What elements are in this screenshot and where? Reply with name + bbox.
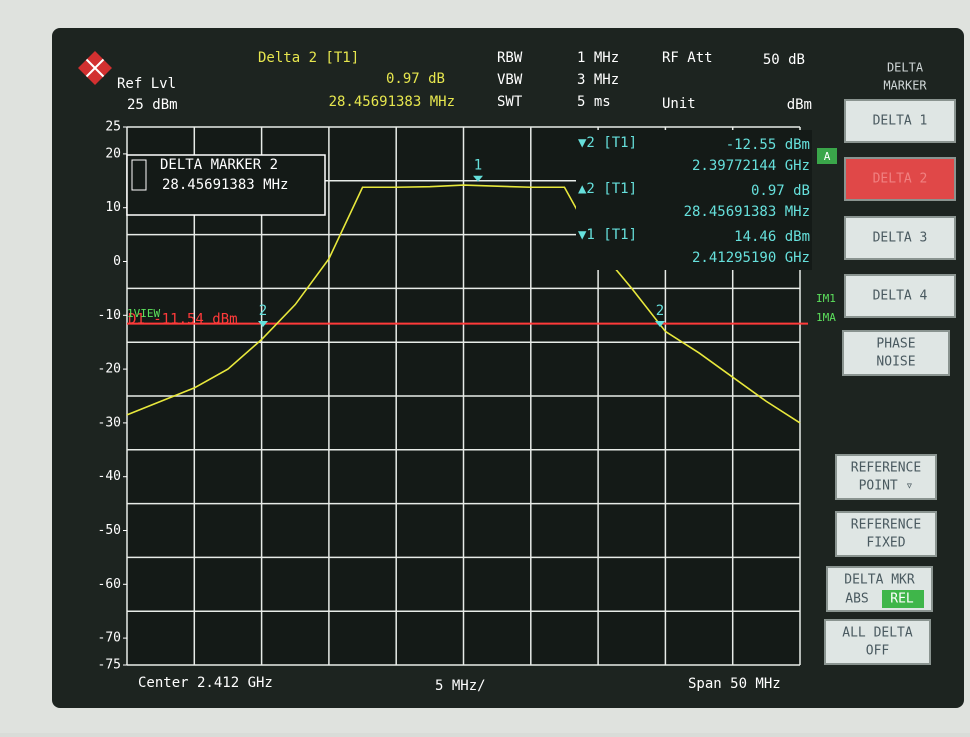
ref-label: Ref Lvl	[117, 76, 176, 92]
ma-label: 1MA	[816, 311, 836, 324]
marker-number: 2	[259, 303, 267, 319]
marker-box-icon	[131, 159, 147, 191]
y-tick-label: -40	[98, 469, 121, 484]
readout-level: -12.55 dBm	[726, 137, 810, 153]
readout-freq: 2.41295190 GHz	[692, 250, 810, 266]
softkey-label: DELTA 1	[873, 114, 928, 129]
softkey-label: PHASE	[876, 337, 915, 352]
softkey-label: NOISE	[876, 355, 915, 370]
y-tick-label: 0	[113, 254, 121, 269]
softkey-label: FIXED	[866, 536, 905, 551]
readout-marker: ▼2 [T1]	[578, 135, 637, 151]
marker-box-title: DELTA MARKER 2	[160, 157, 278, 173]
readout-bg	[576, 130, 812, 270]
softkey-label: REFERENCE	[851, 518, 921, 533]
softkey-label: ALL DELTA	[842, 626, 913, 641]
softkey[interactable]	[844, 274, 956, 318]
softkey-label: POINT ▿	[859, 479, 914, 494]
marker-freq: 28.45691383 MHz	[329, 94, 455, 110]
marker-number: 1	[474, 158, 482, 174]
softkey[interactable]	[835, 511, 937, 557]
trace-a-label: A	[824, 150, 831, 163]
footer-span: Span 50 MHz	[688, 676, 781, 692]
setting-label: SWT	[497, 94, 523, 110]
softkey-label: REL	[890, 592, 914, 607]
rf-att-label: RF Att	[662, 50, 713, 66]
softkey-title: DELTA	[887, 61, 924, 75]
setting-label: VBW	[497, 72, 523, 88]
y-tick-label: -50	[98, 523, 121, 538]
readout-marker: ▼1 [T1]	[578, 227, 637, 243]
unit-label: Unit	[662, 96, 696, 112]
setting-value: 1 MHz	[577, 50, 619, 66]
softkey-label: ABS	[845, 592, 868, 607]
softkey-label: DELTA 2	[873, 172, 928, 187]
setting-value: 5 ms	[577, 94, 611, 110]
readout-level: 14.46 dBm	[734, 229, 810, 245]
softkey[interactable]	[824, 619, 931, 665]
y-tick-label: -60	[98, 577, 121, 592]
softkey-label: DELTA 3	[873, 231, 928, 246]
y-tick-label: 20	[105, 146, 121, 161]
y-tick-label: -75	[98, 658, 121, 673]
setting-label: RBW	[497, 50, 523, 66]
softkey-label: DELTA 4	[873, 289, 928, 304]
softkey[interactable]	[844, 157, 956, 201]
marker-glyph	[258, 321, 268, 328]
softkey[interactable]	[844, 99, 956, 143]
softkey[interactable]	[835, 454, 937, 500]
trace	[126, 184, 801, 424]
softkey-title: MARKER	[883, 79, 927, 93]
softkey-label: OFF	[866, 644, 890, 659]
softkey[interactable]	[842, 330, 950, 376]
unit-value: dBm	[787, 97, 812, 113]
y-tick-label: -30	[98, 415, 121, 430]
marker-glyph	[473, 175, 483, 182]
marker-title: Delta 2 [T1]	[258, 50, 359, 66]
y-tick-label: -20	[98, 362, 121, 377]
setting-value: 3 MHz	[577, 72, 619, 88]
readout-marker: ▲2 [T1]	[578, 181, 637, 197]
y-tick-label: 25	[105, 120, 121, 135]
display-line-label: D1 -11.54 dBm	[128, 312, 238, 328]
readout-level: 0.97 dB	[751, 183, 810, 199]
footer-scale: 5 MHz/	[435, 678, 486, 694]
softkey-label: REFERENCE	[851, 461, 921, 476]
readout-freq: 2.39772144 GHz	[692, 158, 810, 174]
marker-box	[126, 154, 326, 216]
y-tick-label: 10	[105, 200, 121, 215]
footer-center: Center 2.412 GHz	[138, 675, 273, 691]
im-label: IM1	[816, 292, 836, 305]
rf-att-value: 50 dB	[763, 52, 805, 68]
readout-freq: 28.45691383 MHz	[684, 204, 810, 220]
marker-number: 2	[656, 303, 664, 319]
softkey[interactable]	[844, 216, 956, 260]
trace-a-box	[817, 148, 837, 164]
y-tick-label: -10	[98, 308, 121, 323]
marker-box-value: 28.45691383 MHz	[162, 177, 288, 193]
softkey-highlight	[882, 590, 924, 608]
view-label: 1VIEW	[127, 307, 160, 320]
marker-level: 0.97 dB	[386, 71, 445, 87]
ref-value: 25 dBm	[127, 97, 178, 113]
marker-glyph	[655, 321, 665, 328]
y-tick-label: -70	[98, 631, 121, 646]
softkey-label: DELTA MKR	[844, 573, 915, 588]
